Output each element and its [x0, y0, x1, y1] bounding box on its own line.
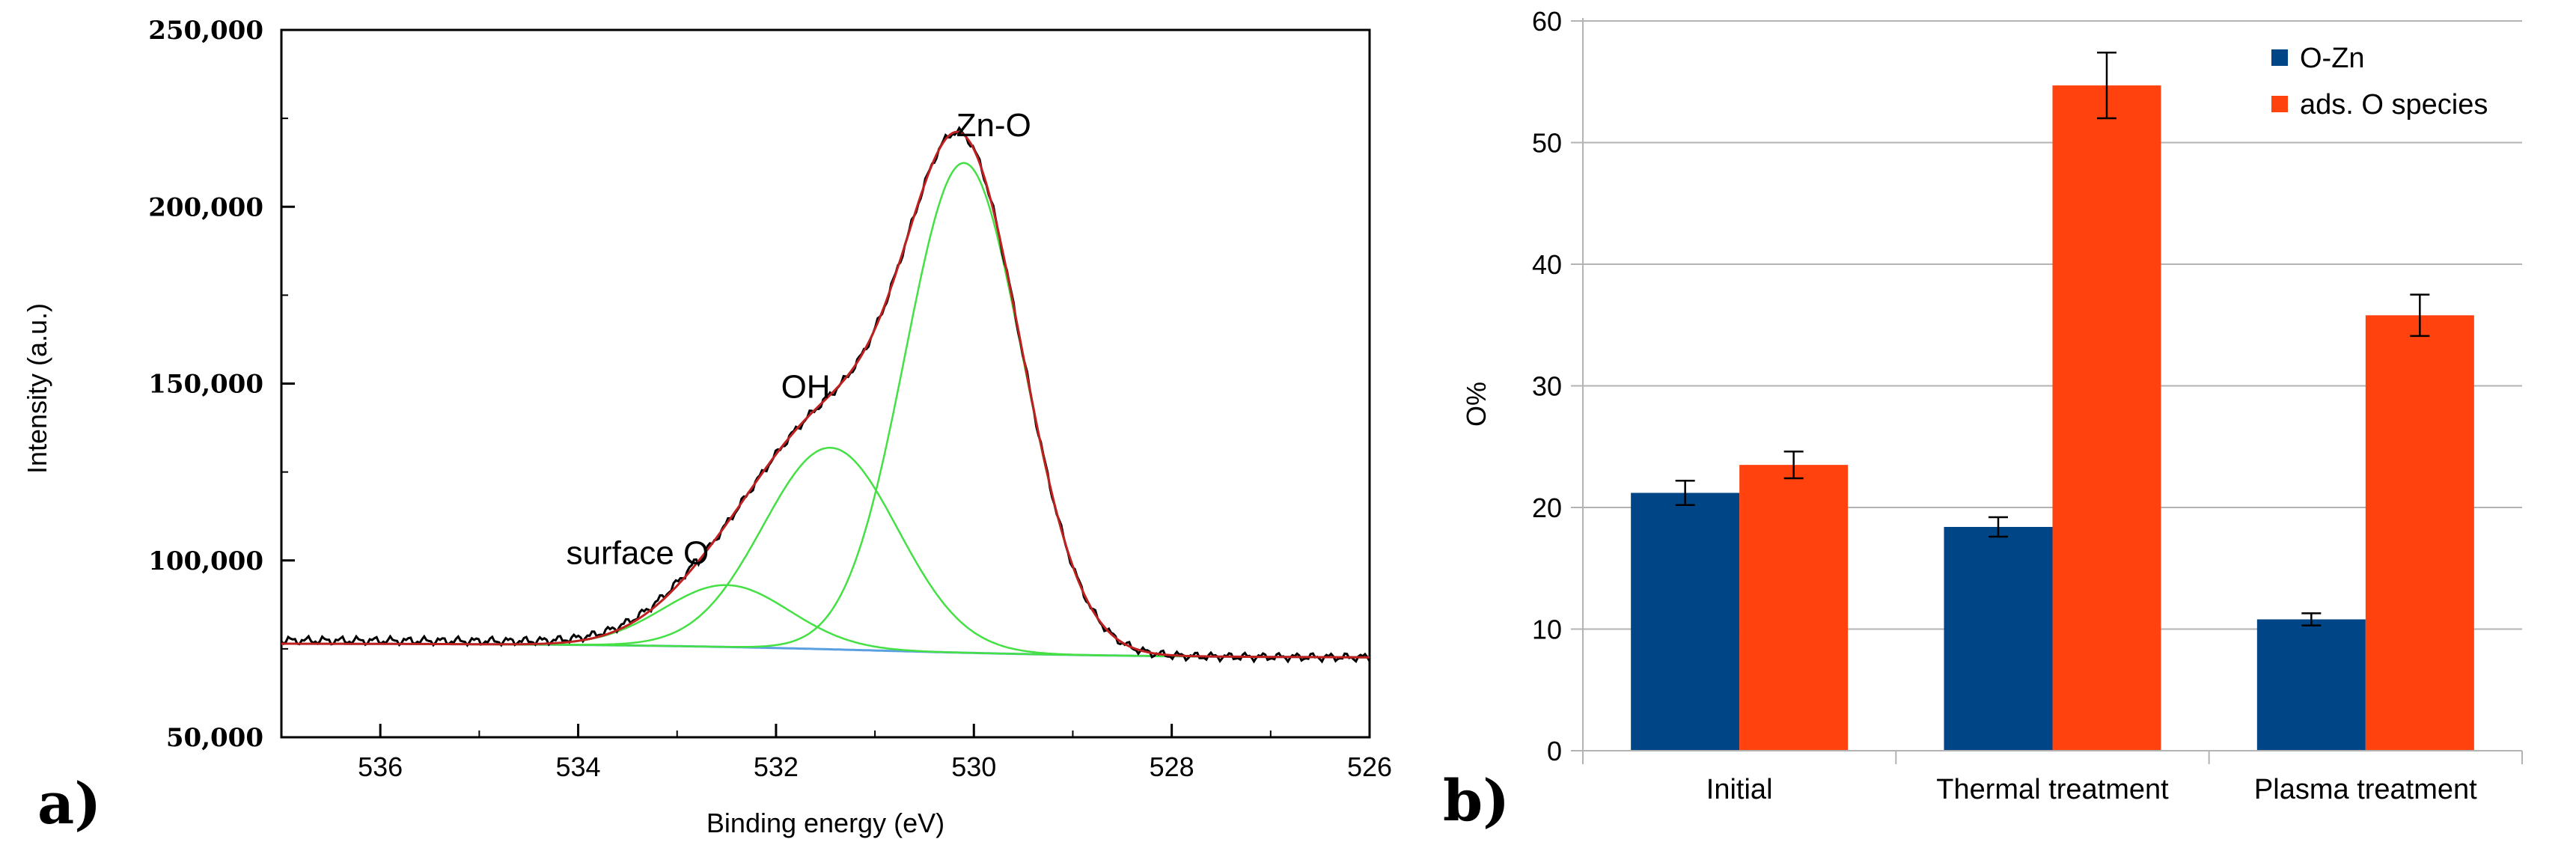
- panel-a-curves: [280, 126, 1371, 664]
- panel-a-peak-labels: Zn-O OH surface O: [566, 107, 1031, 572]
- legend-label: ads. O species: [2300, 89, 2488, 121]
- panel-a-y-axis-title: Intensity (a.u.): [22, 303, 52, 474]
- bar-o-zn-1: [1944, 527, 2053, 751]
- legend-label: O-Zn: [2300, 43, 2365, 74]
- y-tick-label: 250,000: [148, 16, 263, 46]
- y-tick-label: 200,000: [148, 192, 263, 222]
- y-tick-label: 50: [1532, 128, 1562, 159]
- legend-swatch: [2271, 49, 2288, 66]
- panel-b-bars: [1631, 52, 2474, 751]
- fit-envelope-curve: [281, 130, 1370, 659]
- y-tick-label: 150,000: [148, 370, 263, 400]
- panel-a-y-ticks: 50,000 100,000 150,000 200,000 250,000: [148, 16, 295, 753]
- panel-b-category-labels: Initial Thermal treatment Plasma treatment: [1706, 774, 2477, 805]
- bar-o-zn-0: [1631, 492, 1740, 751]
- peak-label: Zn-O: [956, 107, 1031, 144]
- x-tick-label: 532: [754, 751, 799, 782]
- panel-b-legend: O-Zn ads. O species: [2271, 43, 2488, 121]
- y-tick-label: 30: [1532, 371, 1562, 402]
- x-tick-label: 530: [951, 751, 996, 782]
- panel-b-y-ticks: 0 10 20 30 40 50 60: [1532, 6, 1583, 766]
- panel-b-y-axis-title: O%: [1461, 382, 1492, 427]
- bar-ads-o-species-1: [2052, 85, 2161, 751]
- panel-a-x-ticks: 536 534 532 530 528 526: [281, 724, 1392, 782]
- oxygen-species-bar-panel: b) O% 0 10 20 30 40 50 60 Initial Thermal treat…: [1443, 6, 2523, 834]
- x-tick-label: 526: [1347, 751, 1392, 782]
- x-tick-label: 534: [556, 751, 601, 782]
- y-tick-label: 100,000: [148, 546, 263, 576]
- xps-spectrum-panel: a) Intensity (a.u.) Binding energy (eV) …: [22, 16, 1392, 838]
- y-tick-label: 50,000: [166, 723, 263, 753]
- category-label: Thermal treatment: [1936, 774, 2169, 805]
- x-tick-label: 528: [1150, 751, 1194, 782]
- category-label: Initial: [1706, 774, 1773, 805]
- bar-o-zn-2: [2256, 619, 2366, 751]
- y-tick-label: 60: [1532, 6, 1562, 37]
- bar-ads-o-species-0: [1739, 465, 1849, 751]
- experimental-curve: [280, 126, 1371, 664]
- y-tick-label: 0: [1547, 736, 1562, 766]
- category-label: Plasma treatment: [2254, 774, 2477, 805]
- legend-swatch: [2271, 96, 2288, 112]
- x-tick-label: 536: [358, 751, 403, 782]
- y-tick-label: 20: [1532, 492, 1562, 523]
- panel-a-label: a): [37, 770, 101, 837]
- peak-label: surface O: [566, 534, 709, 571]
- y-tick-label: 40: [1532, 249, 1562, 280]
- panel-b-axes: [1582, 18, 2523, 764]
- bar-ads-o-species-2: [2365, 315, 2474, 751]
- y-tick-label: 10: [1532, 614, 1562, 645]
- peak-label: OH: [781, 368, 831, 405]
- panel-b-label: b): [1443, 767, 1510, 834]
- panel-a-x-axis-title: Binding energy (eV): [706, 808, 944, 838]
